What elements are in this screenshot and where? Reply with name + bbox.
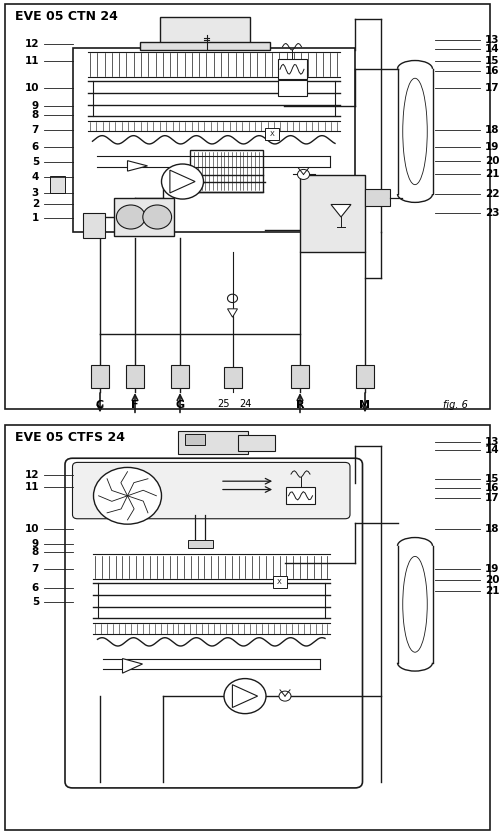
Text: 19: 19	[485, 564, 500, 574]
FancyBboxPatch shape	[72, 463, 350, 519]
Text: 25: 25	[218, 399, 230, 409]
Bar	[278, 59, 306, 80]
Text: 16: 16	[485, 484, 500, 494]
Circle shape	[162, 164, 203, 199]
Bar	[398, 546, 432, 663]
Text: 13: 13	[485, 34, 500, 44]
Bar	[265, 128, 279, 140]
Bar	[171, 365, 189, 388]
Text: 10: 10	[24, 525, 39, 534]
Text: 22: 22	[485, 189, 500, 199]
Bar	[188, 540, 212, 548]
Text: 6: 6	[32, 142, 39, 152]
Text: 5: 5	[32, 157, 39, 167]
Text: 17: 17	[485, 83, 500, 93]
Bar	[82, 213, 105, 238]
Text: 11: 11	[24, 483, 39, 493]
Text: 8: 8	[32, 547, 39, 557]
Bar	[178, 431, 248, 454]
Text: 7: 7	[32, 564, 39, 574]
Bar	[185, 434, 205, 445]
Text: 7: 7	[32, 125, 39, 135]
Text: C: C	[96, 400, 104, 410]
Text: M: M	[360, 400, 370, 410]
Bar	[291, 365, 309, 388]
Polygon shape	[122, 659, 142, 673]
Text: 20: 20	[485, 156, 500, 166]
Text: 12: 12	[24, 470, 39, 480]
Text: 18: 18	[485, 125, 500, 135]
Text: 16: 16	[485, 66, 500, 76]
Bar	[278, 80, 306, 96]
Text: 10: 10	[24, 83, 39, 93]
Text: 9: 9	[32, 101, 39, 111]
Text: 3: 3	[32, 188, 39, 198]
Bar	[114, 199, 174, 235]
Text: 18: 18	[485, 525, 500, 534]
Text: 5: 5	[32, 597, 39, 608]
Bar	[272, 576, 286, 587]
Text: 8: 8	[32, 110, 39, 120]
Text: 24: 24	[239, 399, 251, 409]
Polygon shape	[331, 204, 351, 217]
Text: G: G	[176, 400, 184, 410]
Polygon shape	[128, 161, 148, 171]
Text: 19: 19	[485, 142, 500, 152]
Circle shape	[298, 169, 310, 179]
Text: 2: 2	[32, 199, 39, 210]
Circle shape	[224, 679, 266, 714]
Text: 4: 4	[32, 173, 39, 183]
Text: 23: 23	[485, 208, 500, 218]
Text: 6: 6	[32, 582, 39, 592]
Text: 21: 21	[485, 169, 500, 179]
Text: R: R	[296, 400, 304, 410]
Circle shape	[279, 691, 291, 701]
Bar	[160, 17, 250, 44]
Bar	[300, 175, 365, 252]
Polygon shape	[170, 170, 195, 193]
Text: 14: 14	[485, 44, 500, 54]
Text: F: F	[131, 400, 139, 410]
Bar	[286, 488, 315, 504]
Text: 11: 11	[24, 55, 39, 65]
Text: 15: 15	[485, 474, 500, 484]
Polygon shape	[232, 685, 258, 707]
Bar	[398, 69, 432, 194]
Text: 13: 13	[485, 437, 500, 447]
Text: EVE 05 CTN 24: EVE 05 CTN 24	[15, 10, 118, 23]
Circle shape	[116, 205, 145, 229]
Bar	[356, 365, 374, 388]
Text: 20: 20	[485, 575, 500, 585]
Circle shape	[143, 205, 172, 229]
Text: 9: 9	[32, 539, 39, 549]
Text: 21: 21	[485, 586, 500, 596]
Text: 12: 12	[24, 39, 39, 49]
Bar	[91, 365, 109, 388]
Text: X: X	[277, 579, 282, 585]
Bar	[126, 365, 144, 388]
Bar	[365, 189, 390, 206]
Text: 14: 14	[485, 445, 500, 455]
Circle shape	[94, 468, 162, 525]
Bar	[140, 42, 270, 50]
Text: fig. 6: fig. 6	[442, 400, 468, 410]
Text: EVE 05 CTFS 24: EVE 05 CTFS 24	[15, 431, 125, 444]
Bar	[224, 367, 242, 388]
FancyBboxPatch shape	[65, 458, 362, 788]
Bar	[190, 150, 262, 192]
Text: 1: 1	[32, 213, 39, 223]
Polygon shape	[228, 309, 237, 317]
Bar	[72, 48, 355, 231]
Text: 17: 17	[485, 493, 500, 503]
Bar	[50, 176, 65, 193]
Text: 15: 15	[485, 55, 500, 65]
Text: X: X	[270, 131, 274, 137]
Bar	[238, 435, 275, 451]
